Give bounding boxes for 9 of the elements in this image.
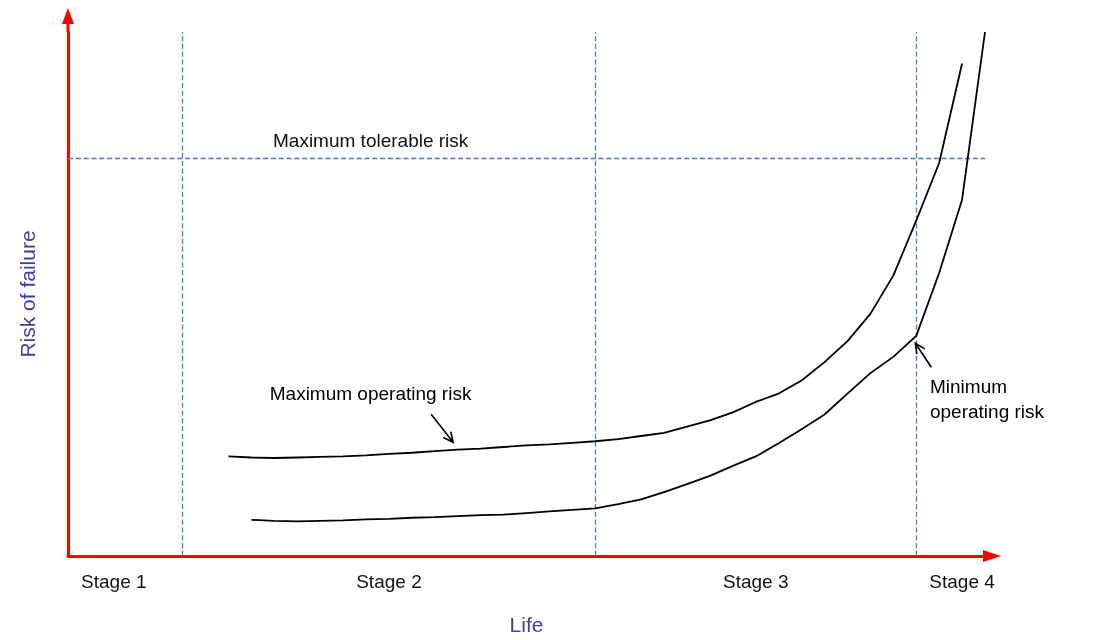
x-tick-label: Stage 2	[356, 571, 422, 592]
ref-line-label: Maximum tolerable risk	[273, 129, 469, 151]
x-tick-label: Stage 1	[81, 571, 147, 592]
x-axis-title: Life	[509, 613, 544, 636]
legend-label: Minimum operating risk	[929, 375, 1045, 422]
text: Maximum operating risk	[269, 383, 472, 405]
x-tick-label: Stage 4	[929, 571, 996, 592]
x-tick-label: Stage 3	[723, 571, 789, 592]
y-axis-title: Risk of failure	[16, 230, 39, 358]
